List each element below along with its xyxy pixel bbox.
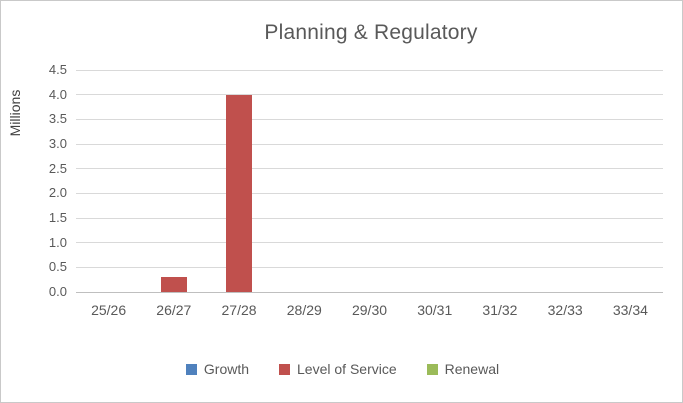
x-tick-label: 27/28: [221, 302, 257, 318]
y-tick-label: 4.5: [48, 62, 67, 77]
gridline: [76, 69, 663, 71]
gridline: [76, 94, 663, 96]
gridline: [76, 266, 663, 268]
x-tick-label: 32/33: [547, 302, 583, 318]
legend-swatch-icon: [279, 363, 291, 375]
x-tick-label: 25/26: [91, 302, 127, 318]
gridline: [76, 242, 663, 244]
gridline: [76, 192, 663, 194]
y-tick-label: 3.0: [48, 136, 67, 151]
legend-swatch-icon: [185, 363, 197, 375]
gridline: [76, 118, 663, 120]
x-tick-label: 33/34: [612, 302, 648, 318]
y-tick-label: 3.5: [48, 111, 67, 127]
bar-level-of-service-27-28: [226, 94, 253, 292]
x-tick-label: 31/32: [482, 302, 518, 318]
gridline: [76, 217, 663, 219]
x-tick-label: 29/30: [351, 302, 388, 318]
y-axis-tick-labels: 0.0 0.5 1.0 1.5 2.0 2.5 3.0 3.5 4.0 4.5: [1, 62, 67, 299]
legend-item-growth: Growth: [185, 361, 250, 377]
x-tick-label: 30/31: [417, 302, 453, 318]
y-tick-label: 1.0: [48, 234, 67, 250]
y-tick-label: 2.0: [48, 185, 67, 201]
legend-label: Renewal: [444, 361, 500, 377]
gridline: [76, 143, 663, 145]
legend-swatch-icon: [426, 363, 438, 375]
bar-level-of-service-26-27: [160, 277, 187, 292]
legend-item-level-of-service: Level of Service: [279, 361, 397, 377]
plot-area: [76, 69, 663, 293]
legend-label: Level of Service: [297, 361, 397, 377]
x-tick-label: 28/29: [286, 302, 322, 318]
y-tick-label: 0.5: [48, 259, 67, 275]
legend: Growth Level of Service Renewal: [1, 361, 682, 377]
y-tick-label: 0.0: [48, 284, 67, 299]
y-tick-label: 2.5: [48, 160, 67, 176]
legend-label: Growth: [203, 361, 250, 377]
x-tick-label: 26/27: [156, 302, 192, 318]
legend-item-renewal: Renewal: [426, 361, 500, 377]
chart-title: Planning & Regulatory: [264, 21, 478, 44]
y-tick-label: 4.0: [48, 86, 67, 102]
x-axis-line: [76, 291, 663, 293]
y-tick-label: 1.5: [48, 210, 67, 225]
gridline: [76, 168, 663, 170]
x-axis-tick-labels: 25/26 26/27 27/28 28/29 29/30 30/31 31/32 32/33…: [76, 302, 663, 322]
